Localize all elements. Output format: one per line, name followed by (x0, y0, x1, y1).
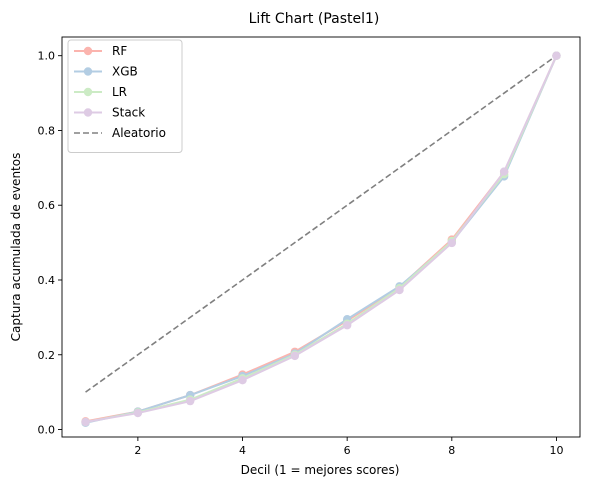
plot-frame (61, 36, 581, 438)
y-tick-label: 0.4 (38, 274, 56, 287)
y-tick-label: 0.0 (38, 424, 56, 437)
legend-marker-lr (83, 87, 93, 97)
legend-marker-rf (83, 46, 93, 56)
y-tick-label: 1.0 (38, 50, 56, 63)
y-tick-label: 0.2 (38, 349, 56, 362)
data-point-stack (238, 375, 247, 385)
series-line-xgb (85, 55, 558, 424)
x-tick-label: 10 (549, 444, 563, 457)
plot-area (61, 36, 581, 438)
series-line-stack (85, 55, 558, 424)
reference-line-aleatorio (85, 55, 557, 393)
data-point-stack (342, 321, 352, 330)
legend: RF XGB LR Stack Aleatorio (67, 39, 183, 153)
data-point-stack (81, 417, 90, 427)
y-tick-label: 0.6 (38, 199, 56, 212)
y-tick-label: 0.8 (38, 124, 56, 137)
data-point-stack (185, 396, 195, 406)
x-axis-label: Decil (1 = mejores scores) (241, 463, 400, 477)
data-point-stack (395, 285, 404, 295)
legend-label-lr: LR (112, 85, 127, 99)
legend-box (67, 39, 183, 153)
legend-label-stack: Stack (112, 106, 145, 120)
x-tick-label: 4 (239, 444, 246, 457)
data-point-stack (133, 408, 143, 418)
data-point-stack (447, 238, 457, 248)
chart-title: Lift Chart (Pastel1) (249, 11, 380, 27)
x-tick-label: 6 (344, 444, 351, 457)
legend-label-xgb: XGB (112, 65, 138, 79)
legend-label-aleatorio: Aleatorio (112, 126, 166, 140)
legend-marker-xgb (83, 67, 93, 76)
x-tick-label: 2 (134, 444, 141, 457)
y-axis-ticks: 0.0 0.2 0.4 0.6 0.8 1.0 (38, 50, 62, 437)
legend-label-rf: RF (112, 44, 127, 58)
data-point-stack (499, 167, 509, 176)
y-axis-label: Captura acumulada de eventos (9, 153, 23, 342)
x-axis-ticks: 2 4 6 8 10 (134, 437, 563, 457)
x-tick-label: 8 (448, 444, 455, 457)
legend-marker-stack (83, 108, 93, 117)
data-point-stack (552, 51, 561, 60)
data-point-stack (290, 351, 300, 361)
